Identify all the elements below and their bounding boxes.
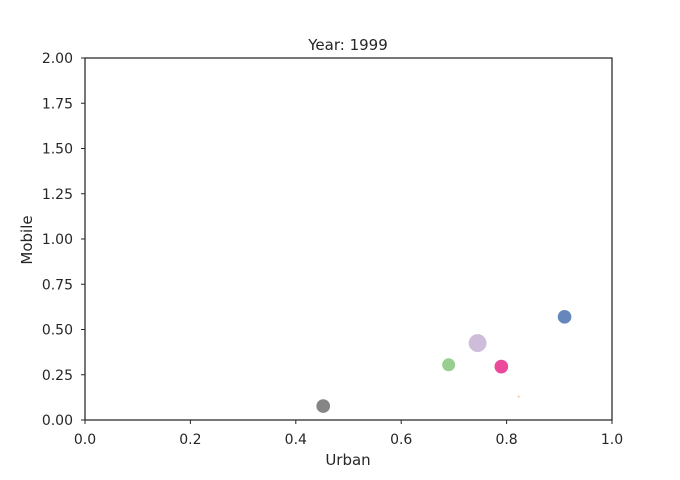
y-tick-label: 1.75 (42, 96, 73, 112)
data-point (492, 358, 510, 375)
y-tick-label: 1.50 (42, 142, 73, 158)
data-point (516, 393, 522, 399)
x-tick-label: 0.2 (179, 432, 201, 448)
plot-background (85, 58, 612, 420)
data-point (556, 308, 573, 326)
y-tick-label: 1.25 (42, 187, 73, 203)
y-tick-label: 0.75 (42, 277, 73, 293)
y-axis-title: Mobile (18, 215, 36, 264)
points-layer (314, 308, 573, 415)
x-tick-label: 0.8 (495, 432, 517, 448)
y-tick-label: 0.50 (42, 323, 73, 339)
x-tick-label: 1.0 (601, 432, 623, 448)
y-tick-label: 0.00 (42, 413, 73, 429)
chart-title: Year: 1999 (307, 36, 388, 54)
y-tick-label: 1.00 (42, 232, 73, 248)
data-point (440, 356, 457, 373)
x-axis-title: Urban (325, 451, 370, 469)
x-tick-label: 0.6 (390, 432, 412, 448)
y-tick-label: 2.00 (42, 51, 73, 67)
x-tick-label: 0.0 (74, 432, 96, 448)
data-point (314, 397, 332, 415)
plot-area (85, 58, 612, 420)
x-tick-label: 0.4 (285, 432, 307, 448)
data-point (467, 332, 489, 354)
axes: 0.0 0.2 0.4 0.6 0.8 1.0 0.00 0.25 0.50 0.75 1.00 1.… (42, 51, 623, 448)
y-tick-label: 0.25 (42, 368, 73, 384)
